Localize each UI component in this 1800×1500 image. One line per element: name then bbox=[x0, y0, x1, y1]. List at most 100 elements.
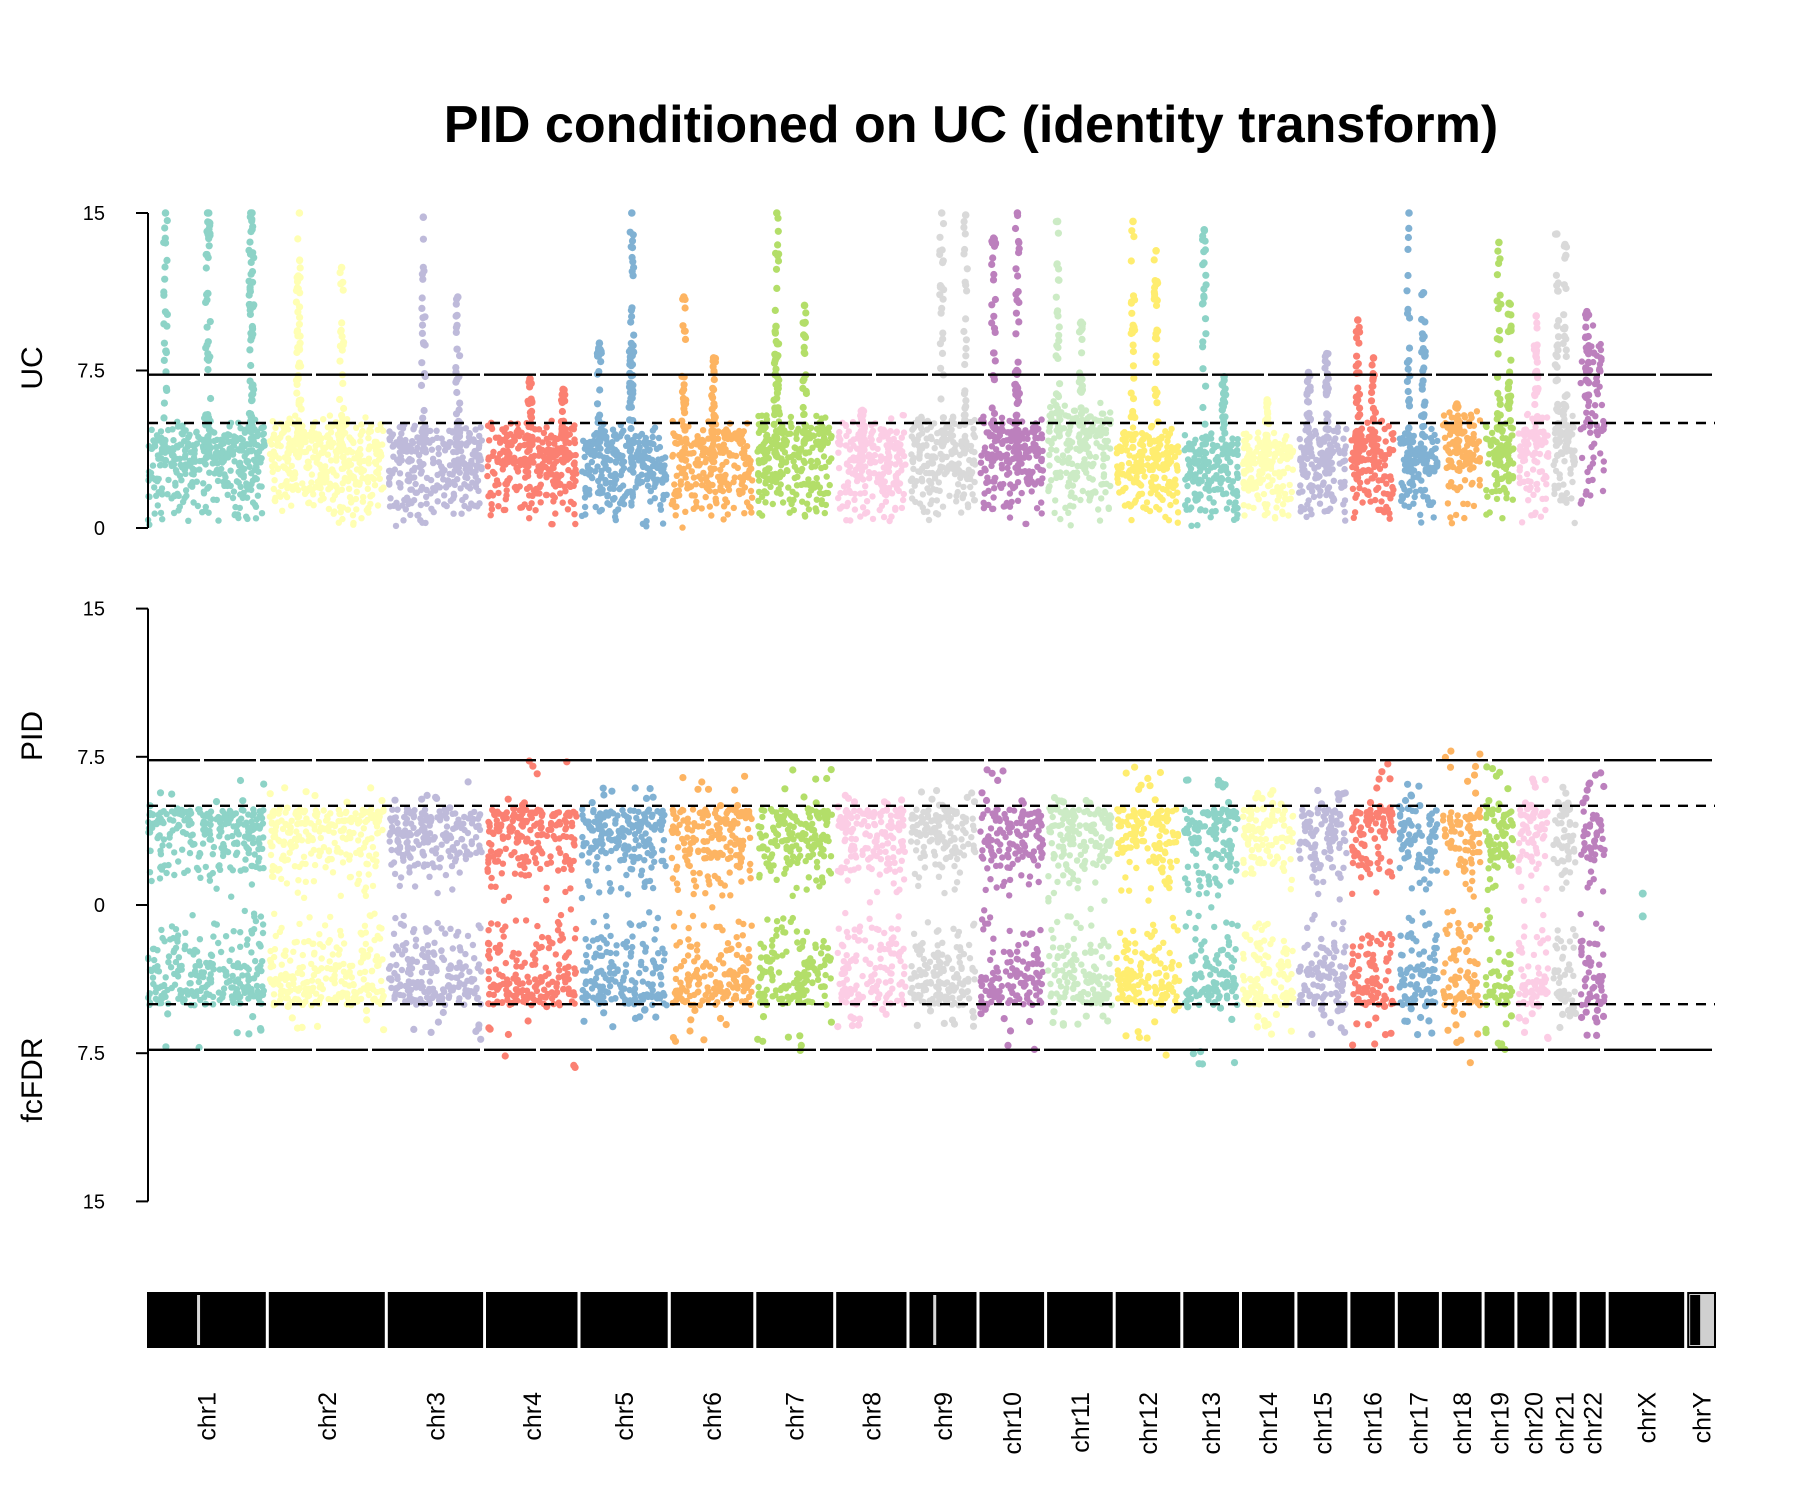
point bbox=[332, 962, 339, 969]
point bbox=[524, 468, 532, 476]
point bbox=[424, 942, 432, 949]
point bbox=[450, 490, 457, 497]
point bbox=[256, 865, 263, 872]
point bbox=[418, 817, 425, 824]
point bbox=[171, 849, 178, 856]
point bbox=[153, 432, 161, 439]
point bbox=[413, 997, 420, 1004]
point bbox=[630, 469, 637, 476]
point bbox=[396, 470, 404, 477]
point bbox=[364, 485, 371, 493]
point bbox=[740, 988, 747, 995]
point bbox=[202, 264, 210, 272]
point bbox=[306, 914, 313, 921]
point bbox=[529, 492, 536, 499]
point bbox=[249, 812, 256, 819]
point bbox=[641, 816, 648, 823]
point bbox=[269, 843, 276, 850]
point bbox=[210, 933, 217, 940]
point bbox=[447, 925, 454, 932]
point bbox=[605, 864, 612, 872]
point bbox=[280, 841, 287, 848]
point bbox=[204, 289, 212, 297]
point bbox=[408, 457, 415, 464]
point bbox=[595, 339, 604, 348]
point bbox=[702, 493, 709, 501]
point bbox=[773, 340, 781, 348]
point bbox=[158, 926, 165, 934]
point bbox=[722, 496, 729, 503]
point bbox=[425, 949, 432, 956]
point bbox=[555, 974, 562, 981]
point bbox=[339, 453, 347, 461]
point bbox=[450, 847, 458, 854]
point bbox=[168, 452, 176, 459]
point bbox=[208, 952, 216, 959]
point bbox=[411, 883, 419, 890]
point bbox=[822, 489, 830, 497]
point bbox=[420, 406, 428, 415]
point bbox=[379, 987, 386, 995]
point bbox=[717, 445, 724, 453]
point bbox=[618, 430, 625, 437]
point bbox=[311, 447, 319, 455]
point bbox=[552, 951, 559, 958]
point bbox=[407, 970, 414, 978]
point bbox=[256, 825, 263, 832]
point bbox=[327, 484, 334, 491]
point bbox=[618, 856, 625, 864]
point bbox=[419, 339, 428, 347]
point bbox=[557, 490, 564, 497]
point bbox=[589, 474, 596, 482]
point bbox=[794, 473, 801, 480]
point bbox=[239, 984, 247, 991]
point bbox=[371, 459, 379, 466]
point bbox=[668, 827, 675, 834]
point bbox=[448, 974, 455, 981]
point bbox=[211, 437, 218, 445]
point bbox=[762, 424, 769, 431]
point bbox=[535, 844, 543, 851]
point bbox=[774, 227, 782, 235]
point bbox=[310, 878, 318, 885]
point bbox=[288, 817, 295, 824]
point bbox=[579, 986, 586, 994]
point bbox=[741, 772, 749, 780]
point bbox=[247, 434, 255, 443]
point bbox=[378, 797, 386, 805]
point bbox=[369, 882, 377, 890]
point bbox=[400, 912, 407, 920]
point bbox=[503, 991, 510, 998]
point bbox=[745, 993, 753, 1001]
point bbox=[205, 443, 213, 451]
point bbox=[585, 943, 593, 950]
point bbox=[690, 474, 698, 481]
point bbox=[356, 818, 363, 825]
point bbox=[747, 860, 754, 868]
point bbox=[417, 517, 424, 524]
point bbox=[680, 327, 689, 335]
point bbox=[317, 834, 324, 842]
point bbox=[423, 474, 431, 482]
point bbox=[630, 858, 637, 865]
point bbox=[746, 466, 753, 474]
point bbox=[249, 381, 257, 389]
point bbox=[627, 953, 634, 960]
point bbox=[407, 979, 414, 987]
point bbox=[613, 950, 620, 957]
point bbox=[346, 469, 353, 476]
point bbox=[771, 350, 779, 358]
point bbox=[556, 967, 563, 974]
point bbox=[274, 440, 281, 447]
point bbox=[318, 491, 326, 498]
point bbox=[172, 958, 180, 966]
point bbox=[706, 828, 713, 836]
point bbox=[429, 959, 436, 967]
point bbox=[336, 395, 344, 404]
point bbox=[253, 971, 261, 978]
point bbox=[554, 918, 562, 926]
point bbox=[283, 821, 290, 828]
point bbox=[168, 808, 176, 815]
point bbox=[153, 820, 160, 828]
point bbox=[790, 506, 797, 514]
